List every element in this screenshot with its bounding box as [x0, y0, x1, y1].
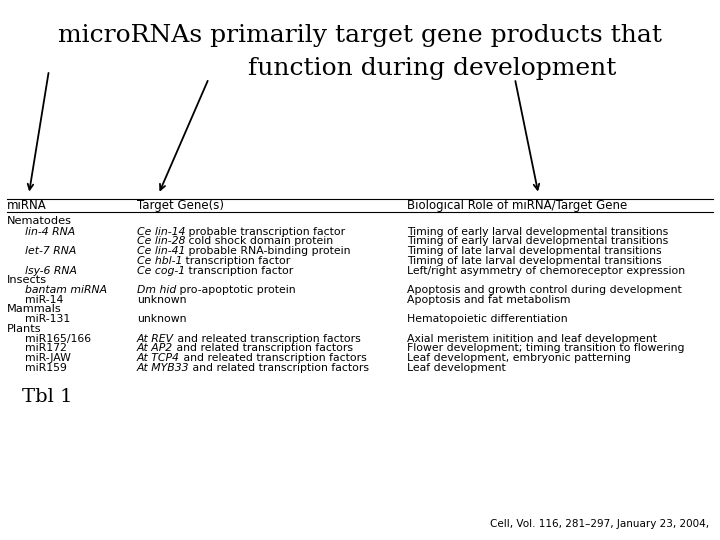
Text: and releated transcription factors: and releated transcription factors — [174, 334, 361, 343]
Text: Nematodes: Nematodes — [7, 217, 72, 226]
Text: Biological Role of miRNA/Target Gene: Biological Role of miRNA/Target Gene — [407, 199, 627, 212]
Text: Hematopoietic differentiation: Hematopoietic differentiation — [407, 314, 567, 324]
Text: Ce lin-41: Ce lin-41 — [137, 246, 185, 256]
Text: miR-JAW: miR-JAW — [25, 353, 71, 363]
Text: pro-apoptotic protein: pro-apoptotic protein — [176, 285, 296, 295]
Text: Mammals: Mammals — [7, 305, 62, 314]
Text: miR165/166: miR165/166 — [25, 334, 91, 343]
Text: Timing of early larval developmental transitions: Timing of early larval developmental tra… — [407, 227, 668, 237]
Text: Ce hbl-1: Ce hbl-1 — [137, 256, 182, 266]
Text: Target Gene(s): Target Gene(s) — [137, 199, 224, 212]
Text: Left/right asymmetry of chemoreceptor expression: Left/right asymmetry of chemoreceptor ex… — [407, 266, 685, 275]
Text: Cell, Vol. 116, 281–297, January 23, 2004,: Cell, Vol. 116, 281–297, January 23, 200… — [490, 519, 709, 529]
Text: Apoptosis and growth control during development: Apoptosis and growth control during deve… — [407, 285, 682, 295]
Text: At AP2: At AP2 — [137, 343, 173, 353]
Text: Plants: Plants — [7, 324, 42, 334]
Text: bantam miRNA: bantam miRNA — [25, 285, 107, 295]
Text: and releated transcription factors: and releated transcription factors — [180, 353, 366, 363]
Text: cold shock domain protein: cold shock domain protein — [185, 237, 333, 246]
Text: and related transcription factors: and related transcription factors — [173, 343, 353, 353]
Text: Timing of early larval developmental transitions: Timing of early larval developmental tra… — [407, 237, 668, 246]
Text: Timing of late larval developmental transitions: Timing of late larval developmental tran… — [407, 256, 662, 266]
Text: At TCP4: At TCP4 — [137, 353, 180, 363]
Text: At MYB33: At MYB33 — [137, 363, 189, 373]
Text: Leaf development, embryonic patterning: Leaf development, embryonic patterning — [407, 353, 631, 363]
Text: probable RNA-binding protein: probable RNA-binding protein — [185, 246, 351, 256]
Text: unknown: unknown — [137, 295, 186, 305]
Text: miRNA: miRNA — [7, 199, 47, 212]
Text: Ce lin-14: Ce lin-14 — [137, 227, 185, 237]
Text: Leaf development: Leaf development — [407, 363, 505, 373]
Text: miR172: miR172 — [25, 343, 67, 353]
Text: Insects: Insects — [7, 275, 48, 285]
Text: miR159: miR159 — [25, 363, 67, 373]
Text: Ce lin-28: Ce lin-28 — [137, 237, 185, 246]
Text: miR-131: miR-131 — [25, 314, 71, 324]
Text: lin-4 RNA: lin-4 RNA — [25, 227, 76, 237]
Text: function during development: function during development — [248, 57, 616, 80]
Text: unknown: unknown — [137, 314, 186, 324]
Text: Timing of late larval developmental transitions: Timing of late larval developmental tran… — [407, 246, 662, 256]
Text: microRNAs primarily target gene products that: microRNAs primarily target gene products… — [58, 24, 662, 48]
Text: Ce cog-1: Ce cog-1 — [137, 266, 185, 275]
Text: transcription factor: transcription factor — [182, 256, 290, 266]
Text: Apoptosis and fat metabolism: Apoptosis and fat metabolism — [407, 295, 570, 305]
Text: Tbl 1: Tbl 1 — [22, 388, 72, 406]
Text: Flower development; timing transition to flowering: Flower development; timing transition to… — [407, 343, 684, 353]
Text: Axial meristem initition and leaf development: Axial meristem initition and leaf develo… — [407, 334, 657, 343]
Text: transcription factor: transcription factor — [185, 266, 293, 275]
Text: let-7 RNA: let-7 RNA — [25, 246, 76, 256]
Text: Dm hid: Dm hid — [137, 285, 176, 295]
Text: probable transcription factor: probable transcription factor — [185, 227, 346, 237]
Text: lsy-6 RNA: lsy-6 RNA — [25, 266, 77, 275]
Text: At REV: At REV — [137, 334, 174, 343]
Text: miR-14: miR-14 — [25, 295, 63, 305]
Text: and related transcription factors: and related transcription factors — [189, 363, 369, 373]
